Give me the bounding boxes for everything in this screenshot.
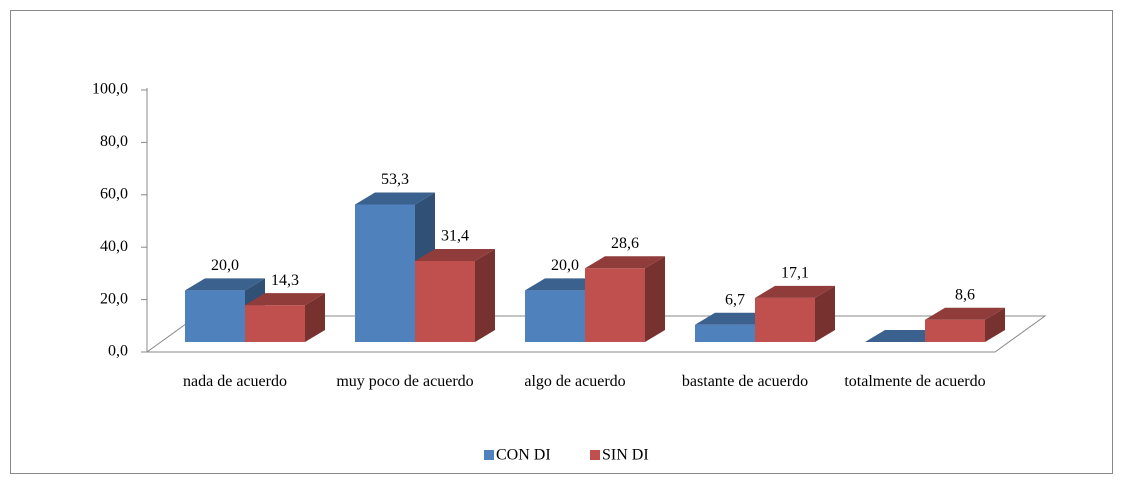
- y-tick-label: 60,0: [100, 185, 128, 202]
- bar-top: [925, 307, 1005, 320]
- x-tick-label: bastante de acuerdo: [681, 373, 809, 390]
- bar-top: [185, 278, 265, 291]
- bar-front: [355, 204, 415, 342]
- y-tick-label: 80,0: [100, 133, 128, 150]
- bar-side: [985, 307, 1005, 342]
- bar-side: [645, 256, 665, 342]
- legend-label: SIN DI: [602, 447, 649, 464]
- data-label: 31,4: [441, 228, 469, 245]
- bar-front: [755, 297, 815, 342]
- bar-side: [475, 248, 495, 342]
- data-label: 20,0: [551, 257, 579, 274]
- bar: [245, 293, 325, 342]
- x-tick-label: algo de acuerdo: [524, 373, 626, 390]
- bar-front: [245, 305, 305, 342]
- legend-swatch: [484, 450, 494, 460]
- bar-side: [305, 293, 325, 342]
- bar: [755, 285, 835, 342]
- bar-front: [525, 290, 585, 342]
- x-tick-label: nada de acuerdo: [183, 373, 287, 390]
- chart-border: [10, 10, 1113, 474]
- bar-top: [415, 248, 495, 261]
- legend-swatch: [590, 450, 600, 460]
- bar-front: [185, 290, 245, 342]
- y-tick-label: 0,0: [108, 343, 128, 360]
- y-tick-label: 40,0: [100, 238, 128, 255]
- bar-side: [815, 285, 835, 342]
- data-label: 53,3: [381, 171, 409, 188]
- bar: [925, 307, 1005, 342]
- bar-top: [245, 293, 325, 306]
- bar-top: [755, 285, 835, 298]
- bar-top: [355, 192, 435, 205]
- data-label: 17,1: [781, 265, 809, 282]
- data-label: 6,7: [725, 291, 745, 308]
- y-tick-label: 100,0: [92, 81, 128, 98]
- x-tick-label: totalmente de acuerdo: [844, 373, 986, 390]
- data-label: 14,3: [271, 272, 299, 289]
- y-tick-label: 20,0: [100, 290, 128, 307]
- legend-label: CON DI: [496, 447, 551, 464]
- data-label: 28,6: [611, 235, 639, 252]
- x-tick-label: muy poco de acuerdo: [336, 373, 474, 390]
- bar-front: [925, 319, 985, 342]
- floor: [145, 315, 1047, 353]
- data-label: 20,0: [211, 257, 239, 274]
- data-label: 8,6: [955, 286, 975, 303]
- bar: [585, 256, 665, 342]
- bar-front: [585, 268, 645, 342]
- bar: [415, 248, 495, 342]
- bar-top: [585, 256, 665, 269]
- bar-front: [695, 324, 755, 342]
- bar-front: [415, 260, 475, 342]
